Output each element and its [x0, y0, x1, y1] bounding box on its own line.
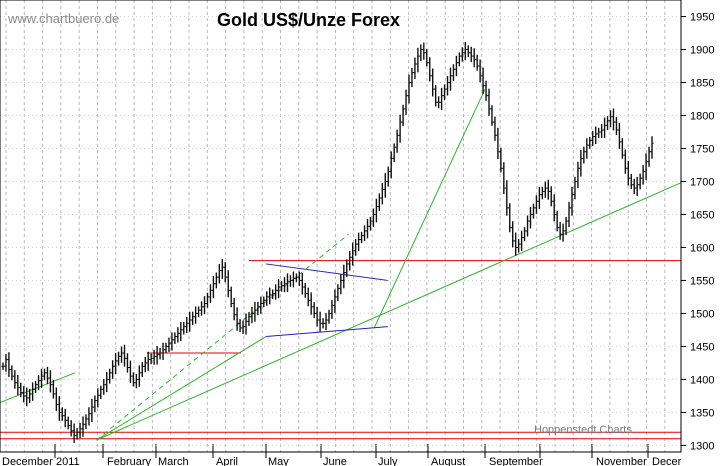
y-tick-label: 1700: [690, 176, 714, 188]
blue-trendline: [265, 263, 388, 281]
y-tick-label: 1750: [690, 143, 714, 155]
y-tick-label: 1600: [690, 242, 714, 254]
credit-text: Hoppenstedt Charts: [534, 424, 632, 436]
x-month-label: August: [431, 456, 465, 466]
x-month-label: May: [268, 456, 289, 466]
green-trendline: [96, 260, 505, 441]
trendlines: [0, 88, 682, 441]
plot-frame: [0, 0, 682, 453]
vertical-gridlines: [5, 0, 666, 458]
x-axis-month-labels: December 2011 February March April May June Jul…: [2, 456, 682, 466]
x-month-label: Decer: [652, 456, 682, 466]
y-tick-label: 1800: [690, 110, 714, 122]
x-month-label: February: [107, 456, 152, 466]
y-tick-label: 1650: [690, 209, 714, 221]
y-tick-label: 1500: [690, 308, 714, 320]
x-month-label: June: [323, 456, 347, 466]
green-trendline: [96, 336, 267, 441]
watermark-text: www.chartbuero.de: [8, 11, 120, 26]
x-month-label: November: [596, 456, 647, 466]
y-tick-label: 1450: [690, 341, 714, 353]
x-month-label: September: [489, 456, 543, 466]
green-trendline: [0, 372, 76, 403]
x-month-label: July: [378, 456, 398, 466]
y-tick-label: 1900: [690, 44, 714, 56]
x-month-label: December: [2, 456, 53, 466]
y-tick-label: 1350: [690, 407, 714, 419]
chart-title: Gold US$/Unze Forex: [217, 10, 401, 30]
x-month-label: 2011: [56, 456, 80, 466]
y-tick-label: 1850: [690, 77, 714, 89]
green-trendline: [373, 88, 486, 329]
green-trendline: [96, 233, 349, 441]
y-tick-label: 1950: [690, 11, 714, 23]
x-month-label: April: [216, 456, 238, 466]
x-month-label: March: [158, 456, 189, 466]
y-tick-label: 1400: [690, 374, 714, 386]
y-tick-label: 1550: [690, 275, 714, 287]
price-bars: [1, 42, 654, 443]
y-tick-label: 1300: [690, 440, 714, 452]
y-axis-ticks: 1300 1350 1400 1450 1500 1550 1600 1650 1700 1750…: [681, 11, 714, 452]
blue-trendline: [265, 326, 388, 338]
green-trendline-extension: [503, 182, 682, 262]
